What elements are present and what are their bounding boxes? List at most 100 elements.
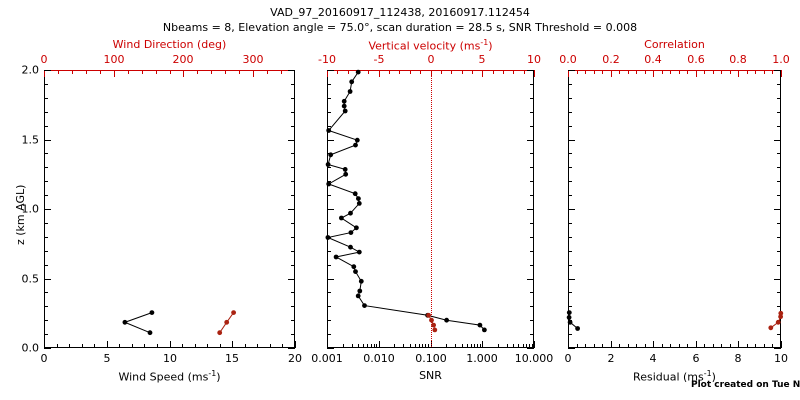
x-axis-minor-tick: [687, 344, 688, 348]
x-axis-minor-tick: [403, 344, 404, 348]
top-axis-tick: [327, 70, 328, 77]
y-axis-minor-tick: [44, 98, 48, 99]
data-point-marker: [566, 315, 572, 320]
y-axis-minor-tick: [44, 306, 48, 307]
y-axis-minor-tick: [327, 126, 331, 127]
top-axis-title: Correlation: [644, 38, 705, 51]
data-series: [122, 310, 155, 336]
top-axis-minor-tick: [183, 70, 184, 74]
data-point-marker: [444, 317, 449, 323]
y-axis-minor-tick: [291, 237, 295, 238]
x-axis-tick-label: 10.000: [514, 352, 554, 365]
data-point-marker: [341, 98, 347, 104]
x-axis-tick: [568, 341, 569, 348]
y-axis-minor-tick: [291, 167, 295, 168]
data-point-marker: [328, 152, 334, 158]
x-axis-minor-tick: [755, 344, 756, 348]
y-axis-minor-tick: [44, 112, 48, 113]
data-point-marker: [482, 327, 487, 333]
y-axis-tick: [568, 140, 575, 141]
data-point-marker: [355, 293, 361, 299]
x-axis-minor-tick: [636, 344, 637, 348]
top-axis-minor-tick: [645, 70, 646, 74]
y-axis-minor-tick: [327, 181, 331, 182]
top-axis-minor-tick: [348, 70, 349, 74]
top-axis-minor-tick: [410, 70, 411, 74]
plot-subtitle: Nbeams = 8, Elevation angle = 75.0°, sca…: [162, 21, 638, 34]
top-axis-minor-tick: [86, 70, 87, 74]
y-axis-minor-tick: [777, 237, 781, 238]
top-axis-minor-tick: [721, 70, 722, 74]
top-axis-minor-tick: [503, 70, 504, 74]
top-axis-minor-tick: [368, 70, 369, 74]
top-axis-rule: [44, 70, 295, 71]
y-axis-tick-label: 2.0: [21, 63, 40, 77]
x-axis-tick-label: 0: [564, 352, 572, 365]
data-point-marker: [768, 325, 774, 331]
y-axis-minor-tick: [44, 153, 48, 154]
y-axis-tick: [327, 70, 334, 71]
top-axis-minor-tick: [142, 70, 143, 74]
y-axis-minor-tick: [777, 126, 781, 127]
x-axis-minor-tick: [220, 344, 221, 348]
x-axis-minor-tick: [772, 344, 773, 348]
data-point-marker: [342, 108, 348, 114]
x-axis-minor-tick: [462, 344, 463, 348]
y-axis-tick: [327, 348, 334, 349]
top-axis-minor-tick: [602, 70, 603, 74]
y-axis-minor-tick: [777, 209, 781, 210]
y-axis-minor-tick: [44, 126, 48, 127]
y-axis-minor-tick: [777, 265, 781, 266]
top-axis-minor-tick: [493, 70, 494, 74]
y-axis-minor-tick: [291, 195, 295, 196]
y-axis-minor-tick: [568, 292, 572, 293]
y-axis-minor-tick: [530, 265, 534, 266]
y-axis-minor-tick: [327, 320, 331, 321]
data-point-marker: [362, 303, 367, 308]
data-point-marker: [477, 322, 483, 328]
y-axis-minor-tick: [530, 84, 534, 85]
x-axis-minor-tick: [602, 344, 603, 348]
y-axis-minor-tick: [327, 167, 331, 168]
y-axis-minor-tick: [777, 181, 781, 182]
y-axis-minor-tick: [44, 292, 48, 293]
x-axis-minor-tick: [455, 344, 456, 348]
x-axis-minor-tick: [132, 344, 133, 348]
x-axis-minor-tick: [477, 344, 478, 348]
x-axis-tick: [379, 341, 380, 348]
y-axis-tick: [327, 279, 334, 280]
top-axis-tick: [781, 70, 782, 77]
top-axis-minor-tick: [755, 70, 756, 74]
top-axis-minor-tick: [253, 70, 254, 74]
top-axis-minor-tick: [628, 70, 629, 74]
x-axis-minor-tick: [529, 344, 530, 348]
x-axis-minor-tick: [474, 344, 475, 348]
data-point-marker: [339, 215, 344, 221]
top-axis-minor-tick: [730, 70, 731, 74]
top-axis-minor-tick: [128, 70, 129, 74]
top-axis-minor-tick: [662, 70, 663, 74]
x-axis-minor-tick: [467, 344, 468, 348]
x-axis-minor-tick: [374, 344, 375, 348]
x-axis-minor-tick: [513, 344, 514, 348]
top-axis-tick-label: 0.2: [602, 53, 620, 66]
y-axis-minor-tick: [777, 195, 781, 196]
y-axis-tick: [288, 70, 295, 71]
y-axis-minor-tick: [44, 251, 48, 252]
top-axis-rule: [327, 70, 534, 71]
y-axis-minor-tick: [291, 153, 295, 154]
x-axis-minor-tick: [704, 344, 705, 348]
x-axis-minor-tick: [343, 344, 344, 348]
x-axis-minor-tick: [471, 344, 472, 348]
x-axis-tick-label: 0: [40, 352, 48, 365]
y-axis-tick: [568, 70, 575, 71]
data-point-marker: [356, 249, 362, 255]
data-point-marker: [348, 230, 354, 236]
y-axis-minor-tick: [44, 195, 48, 196]
data-point-marker: [347, 89, 353, 94]
x-axis-minor-tick: [182, 344, 183, 348]
data-point-marker: [352, 191, 358, 197]
x-axis-tick-label: 0.100: [415, 352, 447, 365]
top-axis-minor-tick: [772, 70, 773, 74]
top-axis-tick-label: 0: [40, 53, 48, 66]
